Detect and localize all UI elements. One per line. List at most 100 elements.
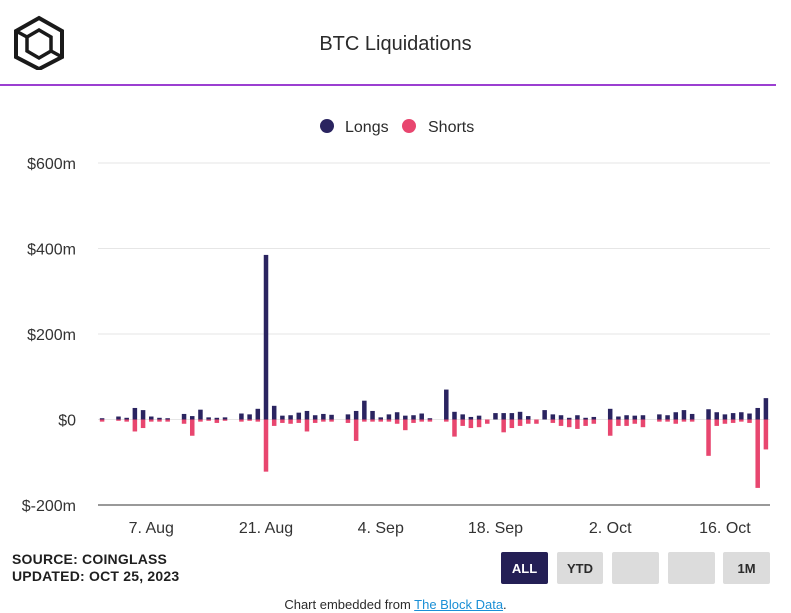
longs-bar	[468, 416, 474, 420]
shorts-bar	[411, 419, 416, 423]
longs-bar	[747, 413, 752, 420]
the-block-logo-icon	[14, 15, 64, 70]
embed-prefix: Chart embedded from	[284, 597, 411, 612]
longs-bar	[624, 415, 629, 420]
shorts-bar	[263, 419, 269, 472]
shorts-bar	[189, 419, 195, 436]
shorts-bar	[362, 419, 367, 422]
shorts-bar	[558, 419, 564, 426]
longs-bar	[665, 415, 670, 420]
longs-bar	[714, 412, 719, 420]
shorts-bar	[739, 419, 744, 422]
shorts-bar	[706, 419, 711, 456]
longs-bar	[542, 410, 547, 420]
longs-bar	[149, 416, 154, 420]
longs-bar	[378, 417, 383, 420]
shorts-bar	[378, 419, 383, 422]
shorts-bar	[247, 419, 252, 421]
shorts-bar	[149, 419, 154, 422]
shorts-bar	[517, 419, 523, 426]
shorts-bar	[140, 419, 146, 429]
shorts-bar	[124, 419, 129, 422]
longs-bar	[394, 412, 400, 420]
longs-bar	[755, 407, 760, 420]
shorts-bar	[255, 419, 261, 422]
longs-bar	[476, 415, 482, 420]
shorts-bar	[624, 419, 629, 426]
shorts-bar	[296, 419, 302, 423]
longs-bar	[296, 412, 302, 420]
shorts-bar	[132, 419, 138, 432]
longs-bar	[517, 411, 523, 420]
longs-bar	[198, 409, 203, 420]
longs-bar	[165, 418, 170, 420]
y-tick-label: $200m	[27, 327, 76, 344]
x-tick-label: 4. Sep	[358, 520, 404, 537]
shorts-bar	[583, 419, 588, 426]
shorts-bar	[370, 419, 375, 422]
shorts-bar	[591, 419, 597, 424]
shorts-bar	[460, 419, 465, 426]
shorts-bar	[755, 419, 760, 488]
longs-bar	[132, 407, 138, 420]
shorts-bar	[222, 419, 228, 421]
range-blank-button-2[interactable]	[668, 552, 715, 584]
legend-longs-label: Longs	[345, 119, 389, 136]
longs-bar	[370, 410, 375, 420]
shorts-bar	[730, 419, 736, 423]
shorts-bar	[403, 419, 408, 431]
shorts-bar	[509, 419, 515, 429]
range-all-button[interactable]: ALL	[501, 552, 548, 584]
range-1m-button[interactable]: 1M	[723, 552, 770, 584]
x-tick-label: 18. Sep	[468, 520, 523, 537]
y-tick-label: $600m	[27, 156, 76, 173]
shorts-bar	[722, 419, 728, 424]
shorts-bar	[239, 419, 244, 422]
shorts-bar	[99, 419, 105, 422]
shorts-bar	[386, 419, 392, 422]
longs-bar	[386, 414, 392, 420]
longs-bar	[189, 416, 195, 420]
longs-bar	[452, 411, 457, 420]
longs-bar	[116, 416, 121, 420]
shorts-bar	[689, 419, 695, 422]
longs-bar	[99, 418, 105, 420]
shorts-bar	[616, 419, 621, 426]
shorts-bar	[321, 419, 326, 422]
legend-shorts-marker	[402, 119, 416, 133]
longs-bar	[583, 417, 588, 420]
shorts-bar	[476, 419, 482, 428]
longs-bar	[411, 415, 416, 420]
shorts-bar	[681, 419, 687, 422]
longs-bar	[722, 414, 728, 420]
shorts-bar	[566, 419, 572, 428]
longs-bar	[288, 415, 293, 420]
shorts-bar	[165, 419, 170, 422]
shorts-bar	[452, 419, 457, 437]
longs-bar	[329, 414, 334, 420]
shorts-bar	[271, 419, 277, 426]
longs-bar	[304, 410, 310, 420]
longs-bar	[419, 413, 424, 420]
shorts-bar	[485, 419, 490, 424]
shorts-bar	[157, 419, 162, 422]
longs-bar	[566, 417, 572, 420]
longs-bar	[739, 412, 744, 420]
the-block-data-link[interactable]: The Block Data	[414, 597, 504, 612]
legend-shorts-label: Shorts	[428, 119, 474, 136]
title-divider	[0, 84, 776, 86]
shorts-bar	[747, 419, 752, 423]
shorts-bar	[714, 419, 719, 426]
longs-bar	[706, 409, 711, 420]
shorts-bar	[607, 419, 613, 436]
shorts-bar	[575, 419, 580, 429]
longs-bar	[140, 410, 146, 420]
longs-bar	[345, 414, 351, 420]
range-ytd-button[interactable]: YTD	[557, 552, 603, 584]
longs-bar	[403, 415, 408, 420]
longs-bar	[255, 408, 261, 420]
shorts-bar	[640, 419, 646, 428]
longs-bar	[362, 400, 367, 420]
range-blank-button-1[interactable]	[612, 552, 659, 584]
shorts-bar	[550, 419, 556, 423]
